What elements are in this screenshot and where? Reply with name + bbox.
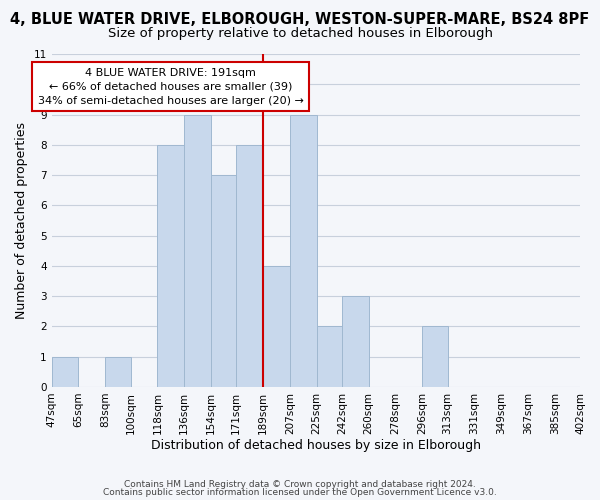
Text: 4 BLUE WATER DRIVE: 191sqm
← 66% of detached houses are smaller (39)
34% of semi: 4 BLUE WATER DRIVE: 191sqm ← 66% of deta… xyxy=(38,68,304,106)
Bar xyxy=(236,145,263,387)
Bar xyxy=(263,266,290,387)
Bar xyxy=(317,326,342,387)
Bar xyxy=(157,145,184,387)
Bar xyxy=(290,114,317,387)
Bar xyxy=(105,356,131,387)
Bar xyxy=(184,114,211,387)
Bar xyxy=(211,175,236,387)
X-axis label: Distribution of detached houses by size in Elborough: Distribution of detached houses by size … xyxy=(151,440,481,452)
Bar xyxy=(52,356,79,387)
Bar xyxy=(422,326,448,387)
Bar xyxy=(342,296,368,387)
Text: Contains public sector information licensed under the Open Government Licence v3: Contains public sector information licen… xyxy=(103,488,497,497)
Y-axis label: Number of detached properties: Number of detached properties xyxy=(15,122,28,319)
Text: Contains HM Land Registry data © Crown copyright and database right 2024.: Contains HM Land Registry data © Crown c… xyxy=(124,480,476,489)
Text: Size of property relative to detached houses in Elborough: Size of property relative to detached ho… xyxy=(107,28,493,40)
Text: 4, BLUE WATER DRIVE, ELBOROUGH, WESTON-SUPER-MARE, BS24 8PF: 4, BLUE WATER DRIVE, ELBOROUGH, WESTON-S… xyxy=(10,12,590,28)
